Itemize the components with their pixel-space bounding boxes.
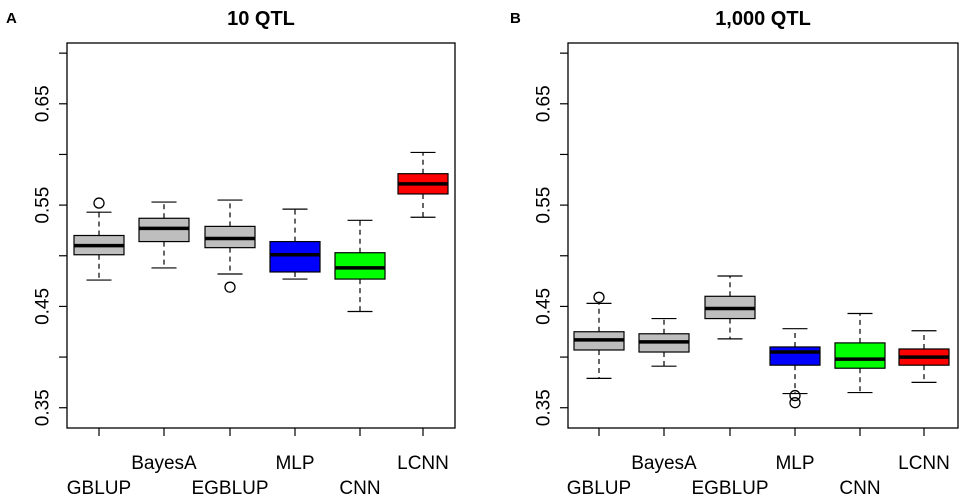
x-category-label: GBLUP bbox=[67, 478, 131, 499]
x-category-label: CNN bbox=[339, 478, 380, 499]
box-egblup bbox=[204, 199, 256, 293]
x-category-label: LCNN bbox=[397, 453, 449, 474]
x-category-label: EGBLUP bbox=[691, 478, 768, 499]
outlier-point bbox=[93, 197, 105, 209]
panel-a-y-axis: 0.35 0.45 0.55 0.65 bbox=[33, 52, 67, 426]
panel-b: B 1,000 QTL 0.35 0.45 0.55 0.65 GBLUPBayesA… bbox=[510, 8, 959, 499]
x-category-label: BayesA bbox=[131, 453, 197, 474]
box-egblup bbox=[704, 275, 756, 340]
box-body bbox=[269, 240, 321, 273]
x-category-label: CNN bbox=[839, 478, 880, 499]
box-bayesa bbox=[138, 201, 190, 269]
x-category-label: BayesA bbox=[631, 453, 697, 474]
panel-b-y-axis: 0.35 0.45 0.55 0.65 bbox=[534, 52, 568, 426]
y-tick-label: 0.55 bbox=[534, 187, 555, 224]
panel-b-plot-frame bbox=[567, 42, 959, 429]
outlier-point bbox=[224, 281, 236, 293]
panel-a-plot-frame bbox=[66, 42, 456, 429]
y-tick-label: 0.65 bbox=[534, 85, 555, 122]
panel-a-boxes bbox=[73, 151, 449, 313]
box-gblup bbox=[573, 291, 625, 379]
panel-b-title: 1,000 QTL bbox=[715, 8, 811, 30]
box-bayesa bbox=[638, 317, 690, 367]
y-tick-label: 0.45 bbox=[33, 288, 54, 325]
outlier-point bbox=[593, 291, 605, 303]
panel-b-label: B bbox=[510, 10, 521, 27]
box-cnn bbox=[334, 219, 386, 313]
box-gblup bbox=[73, 197, 125, 281]
y-tick-label: 0.55 bbox=[33, 187, 54, 224]
box-mlp bbox=[269, 208, 321, 280]
outlier-point bbox=[789, 389, 801, 402]
box-mlp bbox=[769, 328, 821, 409]
outlier-point bbox=[789, 397, 801, 409]
box-cnn bbox=[834, 312, 886, 394]
box-lcnn bbox=[898, 330, 950, 384]
panel-a-title: 10 QTL bbox=[227, 8, 295, 30]
box-body bbox=[769, 346, 821, 366]
x-category-label: MLP bbox=[775, 453, 814, 474]
y-tick-label: 0.35 bbox=[534, 389, 555, 426]
panel-a-label: A bbox=[6, 10, 17, 27]
box-body bbox=[334, 252, 386, 280]
y-tick-label: 0.65 bbox=[33, 85, 54, 122]
x-category-label: MLP bbox=[275, 453, 314, 474]
x-category-label: GBLUP bbox=[567, 478, 631, 499]
y-tick-label: 0.45 bbox=[534, 288, 555, 325]
box-body bbox=[834, 342, 886, 369]
x-category-label: LCNN bbox=[898, 453, 950, 474]
x-category-label: EGBLUP bbox=[191, 478, 268, 499]
panel-b-boxes bbox=[573, 275, 950, 409]
box-lcnn bbox=[397, 151, 449, 218]
y-tick-label: 0.35 bbox=[33, 389, 54, 426]
